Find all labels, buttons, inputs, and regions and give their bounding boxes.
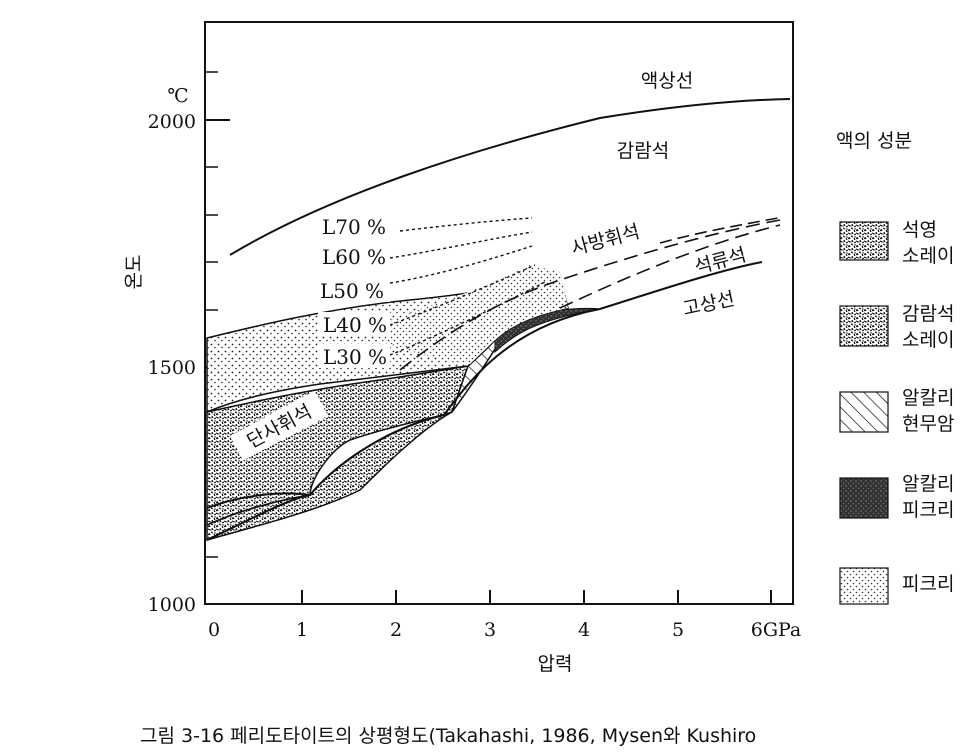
lower-boundary xyxy=(206,492,311,509)
garnet-boundary-2 xyxy=(659,217,779,244)
legend-swatch-picrite xyxy=(839,567,889,605)
melt-label-l40: L40 % xyxy=(323,313,387,337)
label-solidus: 고상선 xyxy=(681,288,737,320)
x-axis-title: 압력 xyxy=(538,653,573,675)
x-tick-label: 2 xyxy=(390,619,402,641)
legend-swatch-olivine-tholeiite xyxy=(839,305,889,347)
x-tick-label: 3 xyxy=(484,619,496,641)
legend-item-label: 피크리 xyxy=(902,499,954,521)
legend-item-label: 소레이 xyxy=(902,245,954,267)
y-unit-label: ℃ xyxy=(167,85,188,107)
clinopyroxene-label-bg xyxy=(229,390,328,461)
legend-item-label: 알칼리 xyxy=(902,387,954,409)
opx-garnet-boundary xyxy=(399,219,781,371)
plot-frame xyxy=(204,21,794,605)
melt-label-l50: L50 % xyxy=(320,279,384,303)
label-liquidus: 액상선 xyxy=(641,70,693,92)
legend-item-label: 알칼리 xyxy=(902,473,954,495)
x-ticks xyxy=(301,590,772,604)
legend-title: 액의 성분 xyxy=(836,130,912,152)
label-orthopyroxene: 사방휘석 xyxy=(569,221,642,260)
x-tick-label: 4 xyxy=(578,619,590,641)
x-tick-label: 6GPa xyxy=(751,619,802,641)
x-tick-label: 1 xyxy=(296,619,308,641)
legend-item-label: 소레이 xyxy=(902,329,954,351)
melt-label-l70: L70 % xyxy=(322,215,386,239)
legend-item-label: 석영 xyxy=(902,219,937,241)
y-axis-title: 온도 xyxy=(123,255,145,290)
legend-item-label: 피크리 xyxy=(902,573,954,595)
legend-swatch-quartz-tholeiite xyxy=(839,221,889,261)
legend-item-label: 감람석 xyxy=(902,303,954,325)
x-tick-label: 0 xyxy=(208,619,220,641)
x-tick-label: 5 xyxy=(672,619,684,641)
legend-swatch-alkali-basalt xyxy=(839,391,889,433)
y-tick-label: 1500 xyxy=(148,357,196,379)
garnet-boundary xyxy=(559,224,781,309)
legend-swatch-alkali-picrite xyxy=(839,477,889,519)
liquidus-curve xyxy=(229,98,791,256)
melt-label-l60: L60 % xyxy=(322,245,386,269)
y-tick-label: 1000 xyxy=(148,594,196,616)
region-dotted-upper xyxy=(360,265,568,364)
y-tick-label: 2000 xyxy=(148,111,196,133)
melt-fraction-lines xyxy=(389,217,546,356)
legend-item-label: 현무암 xyxy=(902,413,954,435)
figure-caption: 그림 3-16 페리도타이트의 상평형도(Takahashi, 1986, My… xyxy=(140,725,756,747)
label-olivine: 감람석 xyxy=(617,140,669,162)
legend: 액의 성분 석영 소레이 감람석 소레이 알칼리 현무암 알칼리 피크리 피크리 xyxy=(836,130,954,605)
solidus-curve xyxy=(206,261,763,541)
melt-label-l30: L30 % xyxy=(323,345,387,369)
melt-label-group: L70 % L60 % L50 % L40 % L30 % xyxy=(318,214,390,369)
